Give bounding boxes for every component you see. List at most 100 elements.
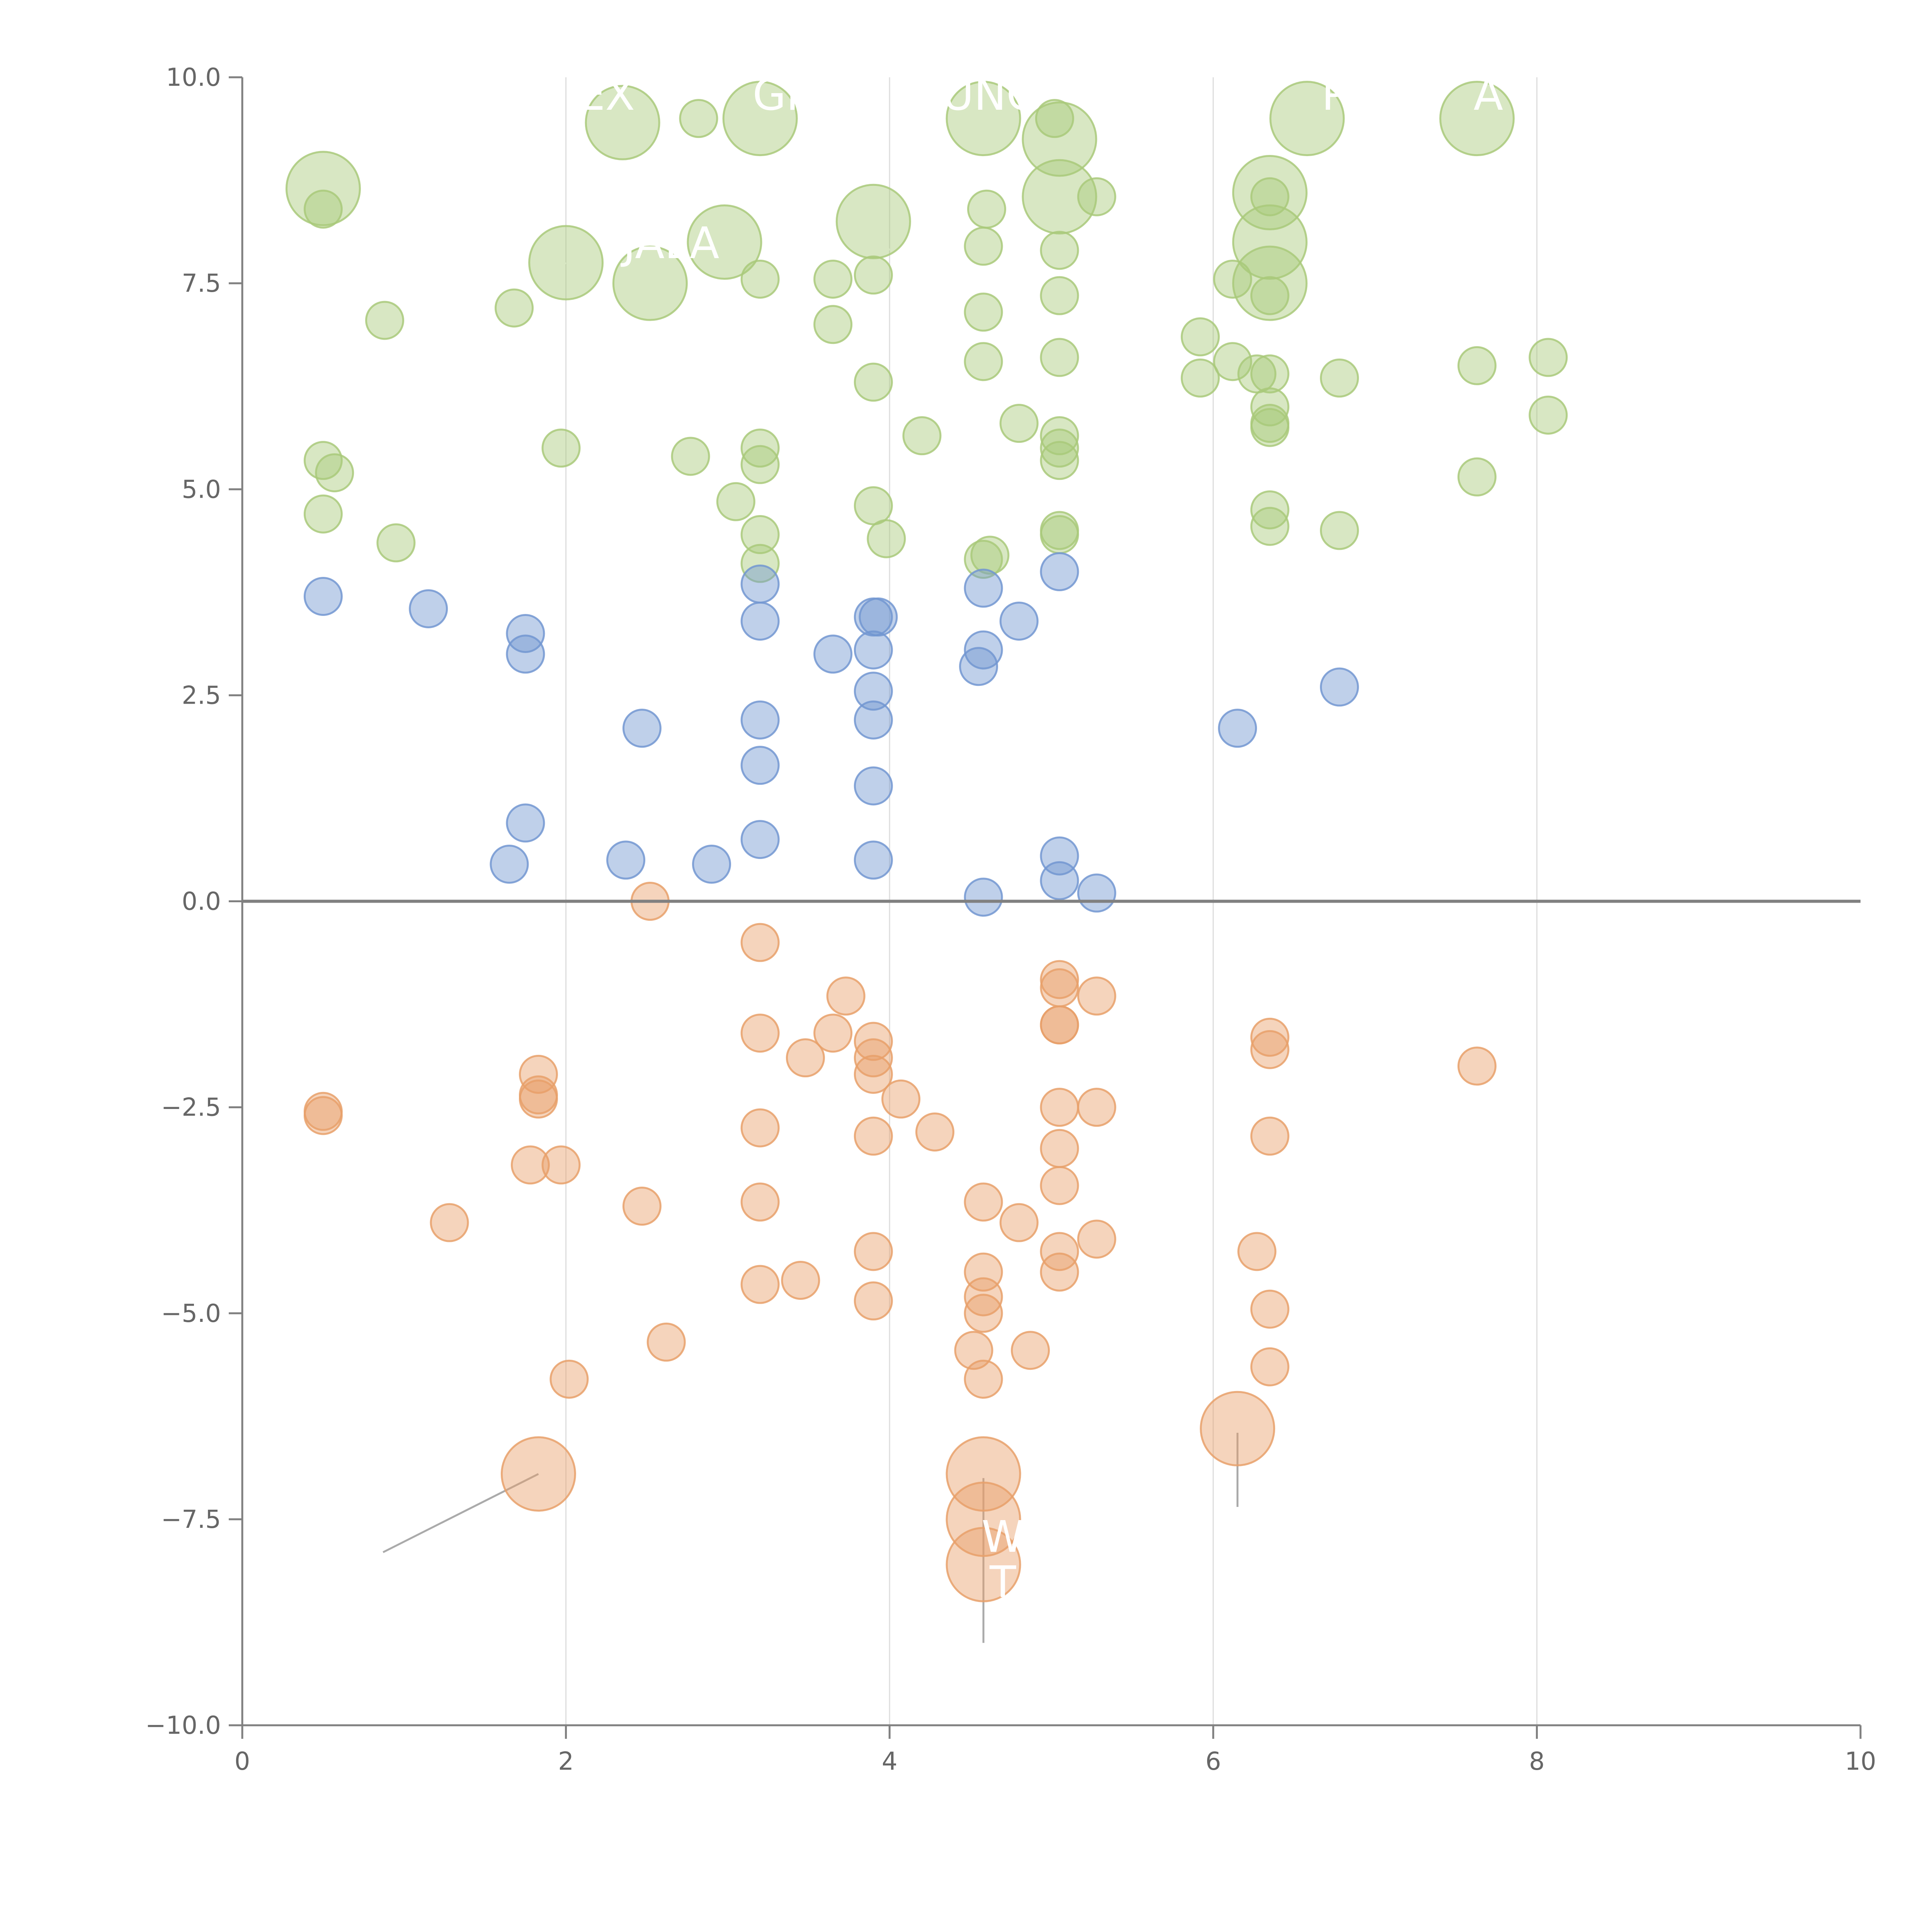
bubble-orange <box>1200 1391 1276 1466</box>
bubble-orange <box>1250 1116 1289 1156</box>
bubble-blue <box>740 746 780 785</box>
bubble-label: FUNG <box>917 70 1040 120</box>
bubble-green <box>1529 338 1568 377</box>
bubble-orange <box>881 1079 921 1119</box>
bubble-annotations: EX GR FUNG P A JALA WT <box>578 70 1503 1607</box>
bubble-green <box>1320 358 1359 398</box>
bubble-green <box>813 259 853 299</box>
bubble-blue <box>1218 709 1257 748</box>
bubble-blue <box>490 845 529 884</box>
bubble-green <box>585 85 660 160</box>
bubble-orange <box>1040 968 1079 1007</box>
bubble-green <box>1022 159 1097 235</box>
bubble-blue <box>1077 873 1116 913</box>
bubble-green <box>687 204 762 280</box>
bubble-blue <box>740 820 780 859</box>
bubble-orange <box>549 1359 589 1399</box>
bubble-blue <box>813 634 853 674</box>
bubble-green <box>854 255 893 295</box>
bubble-orange <box>646 1322 686 1362</box>
bubble-orange <box>1040 1088 1079 1127</box>
y-tick-label: 0.0 <box>182 888 221 916</box>
bubble-orange <box>740 923 780 962</box>
y-tick-label: 7.5 <box>182 269 221 298</box>
bubble-green <box>495 288 534 328</box>
bubble-blue <box>409 589 448 628</box>
bubble-green <box>1040 276 1079 315</box>
bubble-green <box>1439 81 1515 156</box>
bubble-orange <box>1250 1030 1289 1069</box>
bubble-blue <box>854 630 893 670</box>
bubble-orange <box>1040 1005 1079 1044</box>
bubble-label: EX <box>578 70 635 120</box>
bubble-blue <box>964 568 1003 608</box>
bubble-blue <box>740 564 780 604</box>
bubble-blue <box>506 614 545 653</box>
bubble-green <box>964 226 1003 266</box>
leader-line <box>383 1473 539 1553</box>
y-tick-label: 5.0 <box>182 475 221 504</box>
bubble-blue <box>506 803 545 843</box>
bubble-green <box>964 293 1003 332</box>
leader-line <box>1221 113 1307 119</box>
bubble-green <box>835 184 911 259</box>
leader-line <box>1269 155 1327 194</box>
bubble-green <box>740 259 780 299</box>
bubble-green <box>1457 346 1497 385</box>
bubble-green <box>1077 177 1116 216</box>
y-tick-label: −10.0 <box>145 1711 221 1740</box>
bubble-green <box>679 99 718 138</box>
bubble-blue <box>740 700 780 740</box>
y-tick-label: −7.5 <box>161 1505 221 1534</box>
leader-line <box>582 114 623 124</box>
bubble-orange <box>519 1075 558 1115</box>
leader-line <box>872 221 890 251</box>
bubble-blue <box>854 840 893 880</box>
bubble-orange <box>1040 1129 1079 1168</box>
bubble-green <box>1022 101 1097 177</box>
y-tick-label: 2.5 <box>182 681 221 710</box>
bubble-green <box>854 486 893 526</box>
bubble-blue <box>1320 667 1359 707</box>
bubble-orange <box>1457 1046 1497 1086</box>
bubble-orange <box>740 1265 780 1304</box>
bubble-green <box>1250 387 1289 427</box>
bubble-green <box>946 81 1021 156</box>
bubble-orange <box>1250 1347 1289 1386</box>
bubble-green <box>964 540 1003 579</box>
bubble-orange <box>1237 1232 1277 1271</box>
bubble-blue <box>506 634 545 674</box>
bubble-blue <box>303 577 343 616</box>
x-tick-label: 0 <box>235 1747 250 1776</box>
bubble-green <box>671 437 710 476</box>
bubble-series <box>285 81 1568 1602</box>
bubble-orange <box>964 1277 1003 1316</box>
bubble-orange <box>1077 976 1116 1016</box>
bubble-orange <box>964 1294 1003 1333</box>
bubble-orange <box>622 1187 662 1226</box>
bubble-green <box>1040 231 1079 270</box>
bubble-orange <box>1077 1219 1116 1259</box>
bubble-green <box>1250 354 1289 394</box>
bubble-green <box>1250 276 1289 315</box>
bubble-green <box>813 305 853 344</box>
bubble-orange <box>813 1014 853 1053</box>
bubble-orange <box>303 1092 343 1131</box>
bubble-orange <box>1077 1088 1116 1127</box>
leader-line <box>509 262 567 325</box>
bubble-green <box>1457 457 1497 497</box>
bubble-green <box>1040 441 1079 480</box>
bubble-orange <box>946 1527 1021 1602</box>
bubble-green <box>303 441 343 480</box>
bubble-green <box>365 301 405 340</box>
bubble-blue <box>606 840 646 880</box>
bubble-green <box>1269 81 1345 156</box>
bubble-green <box>967 189 1006 229</box>
bubble-orange <box>740 1108 780 1148</box>
bubble-green <box>1250 490 1289 530</box>
bubble-green <box>1250 408 1289 447</box>
bubble-green <box>964 342 1003 381</box>
bubble-green <box>303 189 343 229</box>
bubble-orange <box>954 1331 993 1370</box>
